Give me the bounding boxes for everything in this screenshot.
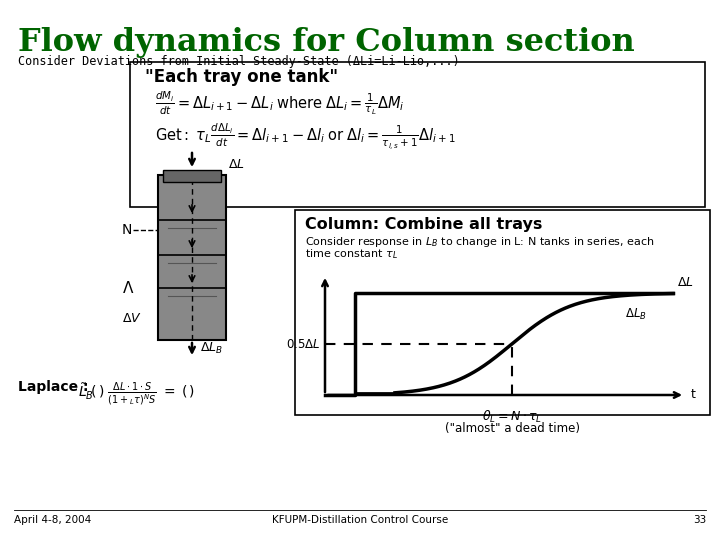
Bar xyxy=(158,175,226,340)
Text: $0.5\Delta L$: $0.5\Delta L$ xyxy=(287,338,321,350)
Text: April 4-8, 2004: April 4-8, 2004 xyxy=(14,515,91,525)
Text: $\Delta L_B$: $\Delta L_B$ xyxy=(200,340,223,355)
Text: $\frac{dM_i}{dt} = \Delta L_{i+1} - \Delta L_i$$\;\mathrm{where}\; \Delta L_i = : $\frac{dM_i}{dt} = \Delta L_{i+1} - \Del… xyxy=(155,90,405,117)
Bar xyxy=(130,62,705,207)
Text: "Each tray one tank": "Each tray one tank" xyxy=(145,68,338,86)
Text: KFUPM-Distillation Control Course: KFUPM-Distillation Control Course xyxy=(272,515,448,525)
Text: $\Delta V$: $\Delta V$ xyxy=(122,312,142,325)
Text: 33: 33 xyxy=(693,515,706,525)
Text: $\Delta L$: $\Delta L$ xyxy=(228,159,245,172)
Text: Consider response in $L_B$ to change in L: N tanks in series, each: Consider response in $L_B$ to change in … xyxy=(305,235,654,249)
Text: ("almost" a dead time): ("almost" a dead time) xyxy=(445,422,580,435)
Text: $\tilde{L}_B\!\left(\,\right)\;\frac{\Delta L \cdot 1 \cdot S}{\left(1+{}_L\tau\: $\tilde{L}_B\!\left(\,\right)\;\frac{\De… xyxy=(78,380,195,408)
Text: $\Delta L_B$: $\Delta L_B$ xyxy=(625,307,647,322)
Text: N: N xyxy=(122,223,132,237)
Text: t: t xyxy=(691,388,696,402)
Text: Laplace :: Laplace : xyxy=(18,380,89,394)
Text: Column: Combine all trays: Column: Combine all trays xyxy=(305,217,542,232)
Bar xyxy=(163,170,221,182)
Text: Consider Deviations from Initial Steady-State (ΔLi=Li-Lio,...): Consider Deviations from Initial Steady-… xyxy=(18,55,460,68)
Text: $\Delta L$: $\Delta L$ xyxy=(677,276,694,289)
Text: $\theta_L=N\cdot\tau_L$: $\theta_L=N\cdot\tau_L$ xyxy=(482,409,542,425)
Text: time constant $\tau_L$: time constant $\tau_L$ xyxy=(305,247,398,261)
Bar xyxy=(295,210,710,415)
Text: $\mathrm{Get:}\;\tau_L\frac{d\Delta L_i}{dt} = \Delta l_{i+1}-\Delta l_i$$\;\mat: $\mathrm{Get:}\;\tau_L\frac{d\Delta L_i}… xyxy=(155,122,456,152)
Text: $\Lambda$: $\Lambda$ xyxy=(122,280,135,296)
Text: Flow dynamics for Column section: Flow dynamics for Column section xyxy=(18,27,635,58)
